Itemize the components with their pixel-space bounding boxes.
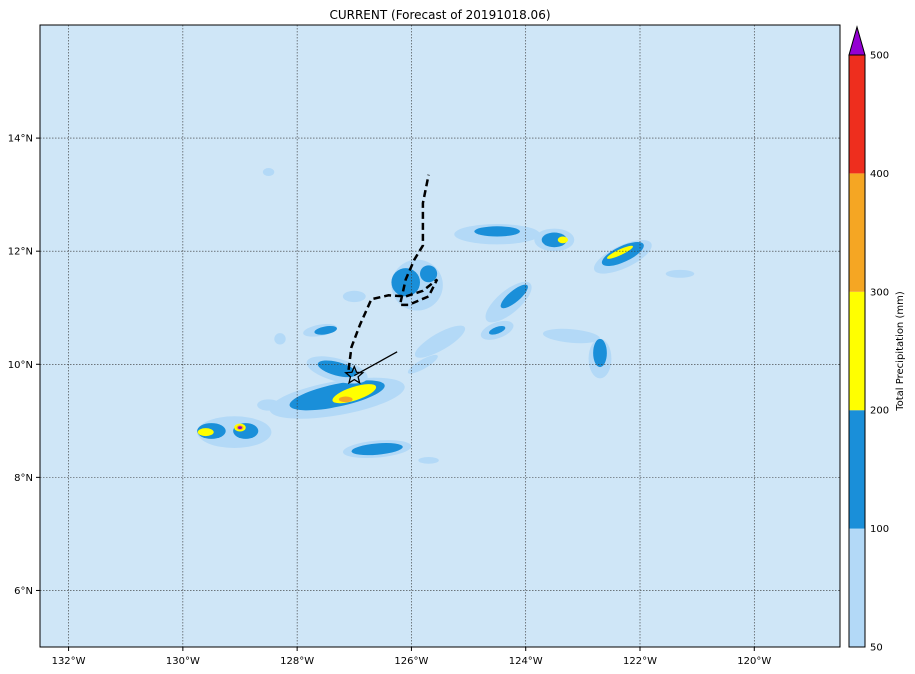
precip-area [197, 428, 214, 437]
precip-area [593, 338, 607, 368]
x-tick-label: 120°W [737, 656, 771, 667]
colorbar-segment [849, 528, 865, 647]
precip-area [274, 333, 286, 345]
y-tick-label: 8°N [14, 473, 33, 484]
y-tick-label: 6°N [14, 586, 33, 597]
colorbar-extend-arrow [848, 25, 866, 56]
y-tick-label: 10°N [8, 360, 33, 371]
colorbar-frame [848, 54, 866, 648]
precip-area [342, 290, 366, 303]
precip-area [418, 457, 439, 464]
precip-area [262, 168, 275, 176]
x-tick-label: 124°W [509, 656, 543, 667]
storm-center-star [344, 364, 365, 385]
colorbar-segment [849, 55, 865, 174]
y-axis-ticks: 6°N 8°N 10°N 12°N 14°N [8, 134, 40, 597]
colorbar: 50 100 200 300 400 500 Total Precipitation (mm… [848, 25, 906, 654]
precip-area [542, 328, 600, 344]
motion-vector-line [353, 351, 398, 377]
colorbar-segment [849, 291, 865, 411]
colorbar-tick-label: 300 [870, 287, 889, 298]
x-tick-label: 128°W [280, 656, 314, 667]
precip-area [489, 326, 506, 335]
colorbar-segment [849, 173, 865, 292]
precip-area [407, 354, 438, 374]
precip-area [606, 245, 634, 259]
colorbar-tick-label: 500 [870, 51, 889, 62]
x-tick-label: 130°W [166, 656, 200, 667]
precip-area [500, 284, 528, 309]
precip-area [541, 232, 567, 248]
forecast-track-line [347, 174, 439, 371]
colorbar-tick-label: 100 [870, 524, 889, 535]
precip-area [314, 325, 337, 335]
precip-area [338, 396, 353, 403]
y-tick-label: 14°N [8, 134, 33, 145]
y-tick-label: 12°N [8, 247, 33, 258]
map-frame [39, 24, 841, 648]
precip-area [391, 268, 421, 297]
precip-area [665, 269, 695, 278]
precip-area [238, 426, 242, 430]
precip-area [557, 236, 568, 244]
colorbar-title: Total Precipitation (mm) [895, 291, 906, 412]
x-tick-label: 122°W [623, 656, 657, 667]
precip-area [474, 226, 520, 237]
colorbar-tick-label: 50 [870, 643, 883, 654]
x-tick-label: 132°W [52, 656, 86, 667]
map-title: CURRENT (Forecast of 20191018.06) [329, 8, 551, 22]
precip-area [414, 325, 466, 358]
x-tick-label: 126°W [394, 656, 428, 667]
map-area [39, 24, 841, 648]
precip-area [420, 265, 438, 283]
colorbar-segment [849, 410, 865, 529]
colorbar-tick-label: 200 [870, 406, 889, 417]
colorbar-tick-label: 400 [870, 169, 889, 180]
forecast-track [344, 174, 439, 385]
graticule [40, 25, 840, 647]
x-axis-ticks: 132°W 130°W 128°W 126°W 124°W 122°W 120°W [52, 647, 771, 667]
precip-area [351, 443, 403, 456]
